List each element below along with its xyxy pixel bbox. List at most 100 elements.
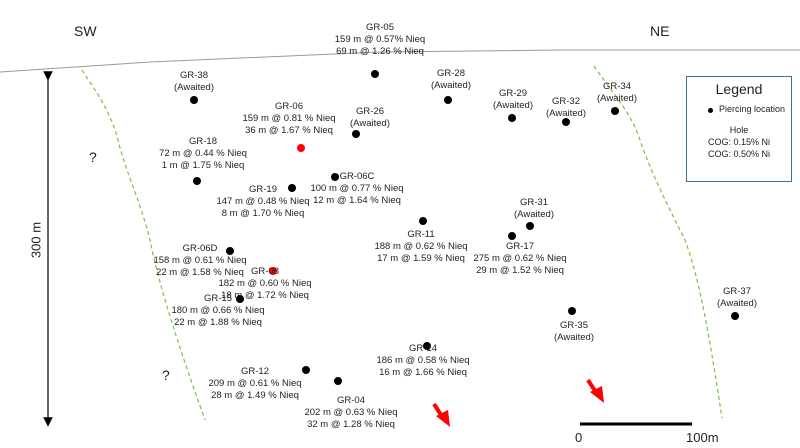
hole-id: GR-29	[499, 88, 527, 99]
uncertain-mark: ?	[89, 149, 97, 165]
hole-label-gr-05: GR-05 159 m @ 0.57% Nieq 69 m @ 1.26 % Nie…	[335, 22, 425, 58]
legend-box: Legend Piercing location Hole COG: 0.15%…	[686, 76, 792, 182]
hole-id: GR-06C	[339, 171, 375, 182]
hole-intercept: (Awaited)	[514, 209, 554, 220]
hole-id: GR-14	[409, 343, 437, 354]
hole-intercept: (Awaited)	[597, 93, 637, 104]
hole-id: GR-38	[180, 70, 208, 81]
hole-intercept: 22 m @ 1.58 % Nieq	[156, 267, 244, 278]
piercing-dot-gr-37	[731, 312, 739, 320]
right-fault-line	[593, 65, 723, 419]
piercing-dot-gr-31	[526, 222, 534, 230]
hole-intercept: 147 m @ 0.48 % Nieq	[216, 196, 310, 207]
hole-intercept: 29 m @ 1.52 % Nieq	[476, 265, 564, 276]
hole-label-gr-35: GR-35 (Awaited)	[554, 320, 594, 344]
scale-bar-start-label: 0	[575, 430, 583, 445]
hole-intercept: (Awaited)	[493, 100, 533, 111]
legend-hole-line: COG: 0.15% Ni	[707, 137, 771, 147]
hole-intercept: (Awaited)	[431, 80, 471, 91]
hole-id: GR-15	[204, 293, 232, 304]
hole-intercept: 180 m @ 0.66 % Nieq	[171, 305, 265, 316]
hole-id: GR-32	[552, 96, 580, 107]
hole-label-gr-28: GR-28 (Awaited)	[431, 68, 471, 92]
hole-id: GR-31	[520, 197, 548, 208]
hole-id: GR-04	[337, 395, 365, 406]
piercing-dot-gr-18	[193, 177, 201, 185]
piercing-dot-gr-06d	[226, 247, 234, 255]
hole-intercept: 182 m @ 0.60 % Nieq	[218, 278, 312, 289]
hole-intercept: 159 m @ 0.57% Nieq	[334, 34, 426, 45]
hole-label-gr-31: GR-31 (Awaited)	[514, 197, 554, 221]
hole-label-gr-14: GR-14 186 m @ 0.58 % Nieq 16 m @ 1.66 % Ni…	[376, 343, 469, 379]
piercing-dot-gr-26	[352, 130, 360, 138]
hole-intercept: 18 m @ 1.72 % Nieq	[221, 290, 309, 301]
red-arrow-icon	[432, 402, 450, 427]
hole-label-gr-06: GR-06 159 m @ 0.81 % Nieq 36 m @ 1.67 % Ni…	[242, 101, 335, 137]
hole-intercept: (Awaited)	[174, 82, 214, 93]
legend-title: Legend	[715, 81, 763, 97]
hole-label-gr-37: GR-37 (Awaited)	[717, 286, 757, 310]
hole-intercept: (Awaited)	[717, 298, 757, 309]
piercing-dot-gr-14	[423, 342, 431, 350]
hole-id: GR-34	[603, 81, 631, 92]
hole-label-gr-15: GR-15 180 m @ 0.66 % Nieq 22 m @ 1.88 % Ni…	[171, 293, 264, 329]
hole-label-gr-38: GR-38 (Awaited)	[174, 70, 214, 94]
hole-label-gr-19: GR-19 147 m @ 0.48 % Nieq 8 m @ 1.70 % Nie…	[216, 184, 309, 220]
piercing-dot-gr-12	[302, 366, 310, 374]
hole-intercept: 186 m @ 0.58 % Nieq	[376, 355, 470, 366]
hole-id: GR-06D	[182, 243, 218, 254]
piercing-dot-gr-34	[611, 107, 619, 115]
scale-bar-end-label: 100m	[686, 430, 719, 445]
piercing-dot-gr-05	[371, 70, 379, 78]
hole-label-gr-06c: GR-06C 100 m @ 0.77 % Nieq 12 m @ 1.64 % N…	[310, 171, 403, 207]
hole-intercept: 158 m @ 0.61 % Nieq	[153, 255, 247, 266]
piercing-dot-gr-32	[562, 118, 570, 126]
hole-id: GR-28	[437, 68, 465, 79]
legend-hole-block: Hole COG: 0.15% Ni COG: 0.50% Ni	[687, 124, 791, 160]
hole-intercept: 12 m @ 1.64 % Nieq	[313, 195, 401, 206]
hole-intercept: 28 m @ 1.49 % Nieq	[211, 390, 299, 401]
hole-label-gr-18: GR-18 72 m @ 0.44 % Nieq 1 m @ 1.75 % Nieq	[159, 136, 247, 172]
hole-label-gr-11: GR-11 188 m @ 0.62 % Nieq 17 m @ 1.59 % Ni…	[374, 229, 467, 265]
hole-id: GR-17	[506, 241, 534, 252]
left-fault-line	[81, 69, 206, 421]
hole-id: GR-12	[241, 366, 269, 377]
hole-label-gr-06d: GR-06D 158 m @ 0.61 % Nieq 22 m @ 1.58 % N…	[153, 243, 246, 279]
piercing-dot-gr-04	[334, 377, 342, 385]
hole-intercept: 72 m @ 0.44 % Nieq	[159, 148, 247, 159]
hole-id: GR-26	[356, 106, 384, 117]
hole-id: GR-11	[407, 229, 435, 240]
piercing-location-icon	[708, 108, 713, 113]
piercing-dot-gr-17	[508, 232, 516, 240]
hole-intercept: 17 m @ 1.59 % Nieq	[377, 253, 465, 264]
piercing-dot-gr-28	[444, 96, 452, 104]
hole-label-gr-08: GR-08 182 m @ 0.60 % Nieq 18 m @ 1.72 % Ni…	[218, 266, 311, 302]
hole-id: GR-05	[366, 22, 394, 33]
piercing-dot-gr-11	[419, 217, 427, 225]
hole-id: GR-08	[251, 266, 279, 277]
vertical-scale-label: 300 m	[28, 221, 44, 259]
hole-intercept: 8 m @ 1.70 % Nieq	[221, 208, 305, 219]
hole-label-gr-34: GR-34 (Awaited)	[597, 81, 637, 105]
piercing-dot-gr-06	[297, 144, 305, 152]
hole-intercept: 22 m @ 1.88 % Nieq	[174, 317, 262, 328]
hole-id: GR-37	[723, 286, 751, 297]
hole-intercept: 69 m @ 1.26 % Nieq	[336, 46, 424, 57]
piercing-dot-gr-15	[236, 295, 244, 303]
red-arrow-icon	[586, 378, 604, 403]
hole-label-gr-26: GR-26 (Awaited)	[350, 106, 390, 130]
hole-intercept: 202 m @ 0.63 % Nieq	[304, 407, 398, 418]
legend-piercing-label: Piercing location	[719, 104, 786, 114]
hole-id: GR-35	[560, 320, 588, 331]
uncertain-mark: ?	[162, 367, 170, 383]
piercing-dot-gr-08	[269, 267, 277, 275]
legend-hole-line: COG: 0.50% Ni	[707, 149, 771, 159]
hole-label-gr-17: GR-17 275 m @ 0.62 % Nieq 29 m @ 1.52 % Ni…	[473, 241, 566, 277]
piercing-dot-gr-38	[190, 96, 198, 104]
hole-label-gr-04: GR-04 202 m @ 0.63 % Nieq 32 m @ 1.28 % Ni…	[304, 395, 397, 431]
hole-intercept: 100 m @ 0.77 % Nieq	[310, 183, 404, 194]
legend-hole-title: Hole	[729, 125, 749, 135]
hole-intercept: 209 m @ 0.61 % Nieq	[208, 378, 302, 389]
hole-label-gr-29: GR-29 (Awaited)	[493, 88, 533, 112]
